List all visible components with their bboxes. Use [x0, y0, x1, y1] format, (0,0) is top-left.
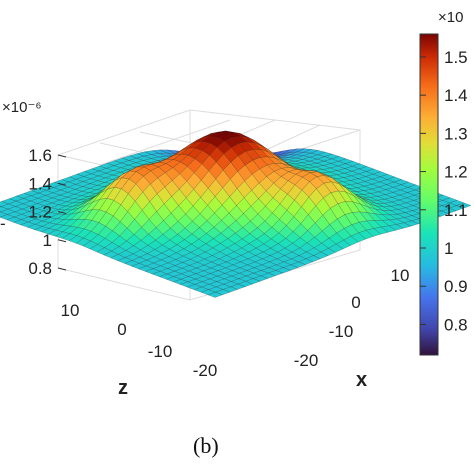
- vertical-axis-tick-label: 1: [43, 231, 52, 250]
- vertical-axis-exponent: ×10⁻⁶: [2, 99, 42, 116]
- colorbar-tick-label: 1: [444, 239, 453, 258]
- colorbar-tick-label: 1.3: [444, 124, 468, 143]
- vertical-axis-dash: -: [0, 214, 6, 233]
- z-axis-ticks: 10 0 -10 -20: [61, 301, 218, 380]
- z-axis-tick-label: -20: [193, 361, 218, 380]
- colorbar-tick-label: 1.5: [444, 48, 468, 67]
- vertical-axis-tick-label: 1.4: [28, 174, 52, 193]
- colorbar-exponent: ×10: [438, 9, 463, 26]
- vertical-axis-tick-mark: [57, 239, 67, 243]
- surface-patch: [207, 292, 224, 298]
- colorbar-tick-label: 0.8: [444, 315, 468, 334]
- x-axis-label: x: [356, 369, 367, 391]
- vertical-axis-tick-mark: [57, 182, 67, 186]
- colorbar-tick-label: 1.4: [444, 86, 468, 105]
- vertical-axis-tick-label: 1.6: [28, 146, 52, 165]
- colorbar-tick-label: 0.9: [444, 277, 468, 296]
- surface-plot: [0, 130, 472, 298]
- vertical-axis-tick-mark: [57, 267, 67, 271]
- z-axis-tick-label: -10: [148, 342, 173, 361]
- z-axis-tick-label: 10: [61, 301, 80, 320]
- x-axis-tick-label: -10: [329, 322, 354, 341]
- vertical-axis-tick-mark: [57, 154, 67, 158]
- x-axis-tick-label: 0: [351, 293, 360, 312]
- vertical-axis-tick-mark: [57, 211, 67, 214]
- surface-patch: [0, 211, 8, 218]
- colorbar-tick-label: 1.2: [444, 163, 468, 182]
- vertical-axis-tick-label: 0.8: [28, 259, 52, 278]
- z-axis-label: z: [118, 377, 128, 399]
- vertical-axis-ticks: 0.8 1 1.2 1.4 1.6: [28, 146, 67, 278]
- x-axis-ticks: -20 -10 0 10: [294, 266, 410, 370]
- colorbar-ticks: 0.8 0.9 1 1.1 1.2 1.3 1.4 1.5: [420, 48, 468, 334]
- colorbar-tick-label: 1.1: [444, 201, 468, 220]
- x-axis-tick-label: 10: [391, 266, 410, 285]
- figure-caption: (b): [193, 433, 219, 458]
- vertical-axis-tick-label: 1.2: [28, 203, 52, 222]
- z-axis-tick-label: 0: [117, 320, 126, 339]
- colorbar: [419, 33, 439, 356]
- x-axis-tick-label: -20: [294, 351, 319, 370]
